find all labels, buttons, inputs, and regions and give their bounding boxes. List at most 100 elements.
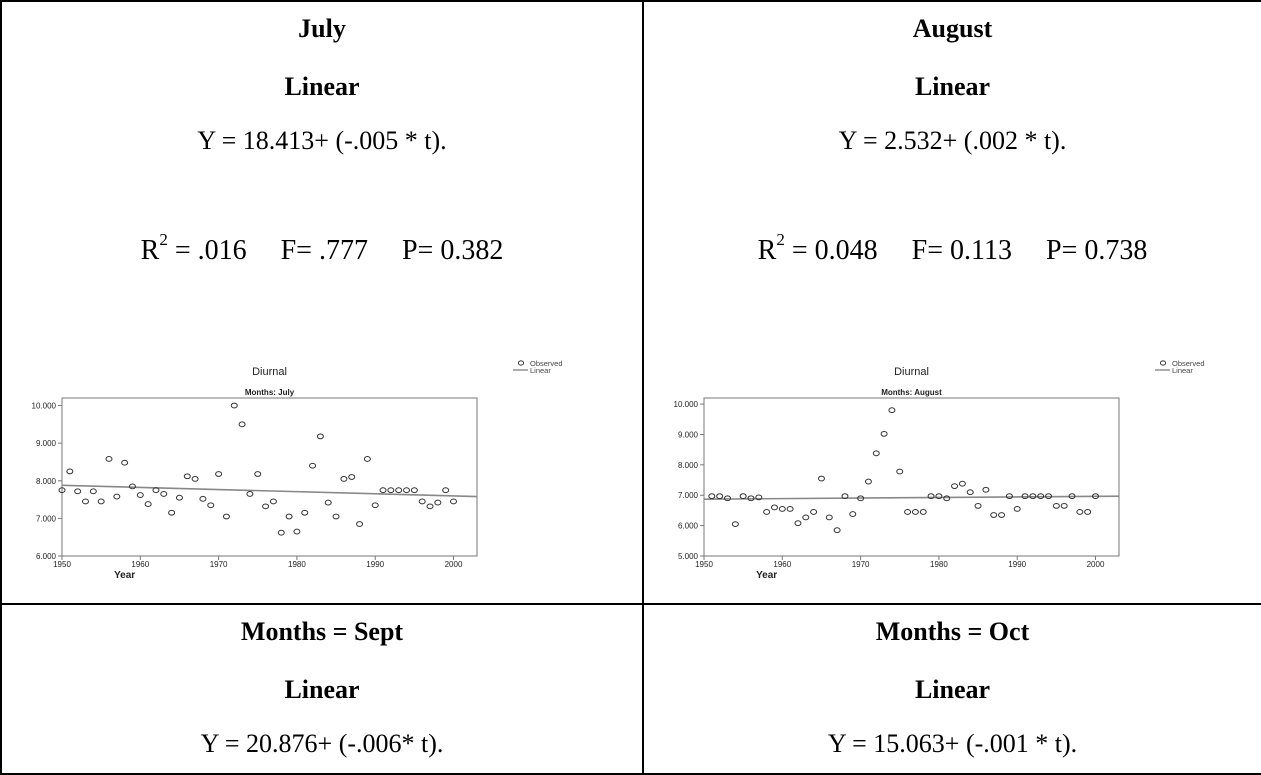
regression-equation: Y = 15.063+ (-.001 * t). [827,729,1078,758]
observed-point [199,495,207,502]
linear-fit-line [703,495,1120,500]
observed-point [168,509,176,516]
regression-equation: Y = 18.413+ (-.005 * t). [197,126,447,155]
x-axis-label: Year [114,570,135,581]
y-tick-label: 9.000 [678,430,699,439]
observed-point [747,495,755,502]
observed-point [825,514,833,521]
y-tick-label: 6.000 [678,522,699,531]
observed-point [786,506,794,512]
x-tick-label: 1980 [288,560,306,569]
observed-point [254,471,262,477]
observed-point [911,509,919,515]
p-value: P= 0.382 [401,235,504,266]
observed-point [1029,493,1037,500]
observed-point [708,493,716,500]
panel-title: Months = Oct [875,617,1030,646]
observed-point [340,475,348,482]
observed-point [175,494,183,501]
observed-point [426,503,434,510]
chart-subtitle: Months: July [245,388,295,397]
observed-point [1068,493,1076,500]
r2-label: R [140,235,160,266]
x-tick-label: 1950 [53,560,71,569]
x-tick-label: 2000 [445,560,463,569]
observed-point [716,493,724,500]
observed-point [66,468,74,475]
observed-point [943,495,951,502]
y-tick-label: 10.000 [674,400,699,409]
observed-point [927,493,935,500]
observed-point [966,489,974,496]
r2-value: = .016 [167,235,247,266]
legend-linear-label: Linear [530,366,551,375]
legend-observed-label: Observed [530,360,563,368]
observed-point [316,433,324,440]
observed-point [207,502,215,509]
panel-title: July [298,14,346,43]
observed-point [160,491,168,497]
observed-point [1021,493,1029,500]
observed-point [849,511,857,517]
observed-point [379,487,387,494]
x-tick-label: 1950 [695,560,713,569]
regression-equation: Y = 2.532+ (.002 * t). [838,126,1067,155]
observed-point [215,471,223,477]
observed-point [763,509,771,515]
observed-point [880,430,888,437]
observed-point [97,498,105,505]
observed-point [731,521,739,527]
observed-point [1092,493,1100,500]
observed-point [230,402,238,409]
model-label: Linear [914,675,991,704]
observed-point [1013,506,1021,512]
observed-point [309,462,317,469]
observed-point [418,498,426,505]
observed-point [348,474,356,480]
p-value: P= 0.738 [1045,235,1148,266]
observed-point [1037,493,1045,500]
y-tick-label: 8.000 [36,477,57,486]
observed-point [332,513,340,520]
observed-point [81,498,89,505]
observed-point [904,509,912,515]
observed-point [285,513,293,520]
observed-point [958,480,966,487]
x-tick-label: 1970 [210,560,228,569]
observed-point [293,528,301,535]
panel-sept: Months = Sept Linear Y = 20.876+ (-.006*… [0,603,644,775]
observed-point [755,494,763,501]
legend-observed-icon [1159,360,1167,366]
x-tick-label: 1990 [366,560,384,569]
observed-point [998,512,1006,518]
observed-point [191,475,199,482]
observed-point [951,483,959,490]
observed-point [864,478,872,485]
observed-point [857,495,865,502]
r2-superscript: 2 [776,229,785,249]
linear-fit-line [61,484,478,498]
observed-point [113,493,121,500]
plot-frame [61,397,478,557]
observed-point [301,509,309,516]
panel-july: July Linear Y = 18.413+ (-.005 * t). R2 … [0,0,644,605]
panel-oct: Months = Oct Linear Y = 15.063+ (-.001 *… [642,603,1261,775]
observed-point [121,459,129,466]
fit-statistics: R2 = 0.048 F= 0.113 P= 0.738 [644,231,1261,267]
panel-title: August [912,14,993,43]
observed-point [919,509,927,515]
observed-point [324,499,332,506]
r2-value: = 0.048 [784,235,878,266]
observed-point [723,495,731,502]
observed-point [395,487,403,494]
f-statistic: F= .777 [280,235,368,266]
x-tick-label: 1980 [930,560,948,569]
observed-point [896,468,904,475]
x-tick-label: 1960 [131,560,149,569]
observed-point [935,493,943,500]
model-label: Linear [914,72,991,101]
x-tick-label: 1990 [1008,560,1026,569]
observed-point [872,450,880,457]
r2-superscript: 2 [159,229,168,249]
observed-point [238,421,246,428]
